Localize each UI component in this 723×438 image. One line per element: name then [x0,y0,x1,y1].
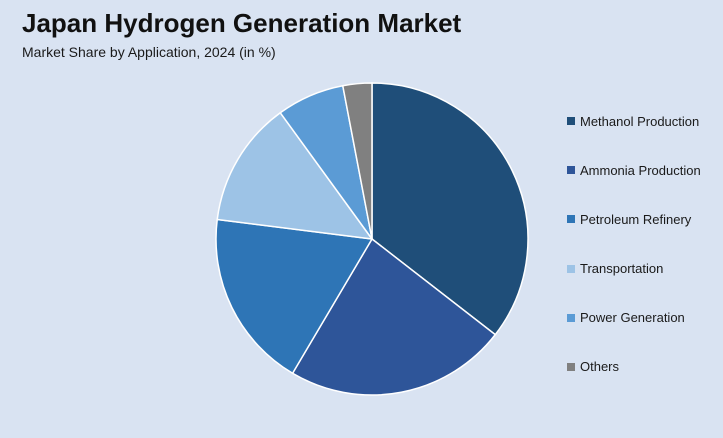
legend-swatch [567,264,575,273]
legend-label: Ammonia Production [580,162,701,178]
legend-item: Others [567,358,717,376]
legend-item: Petroleum Refinery [567,210,717,228]
pie-slice-petroleum-refinery [215,218,374,375]
legend-item: Transportation [567,260,717,278]
legend-label: Others [580,359,620,375]
chart-title: Japan Hydrogen Generation Market [22,8,462,38]
pie-slice-transportation [216,111,374,240]
legend-label: Transportation [580,261,664,277]
legend-swatch [567,313,575,322]
pie-slice-ammonia-production [291,237,497,396]
chart-subtitle: Market Share by Application, 2024 (in %) [22,44,276,60]
chart-legend: Methanol Production Ammonia Production Pet… [567,112,717,407]
legend-swatch [567,117,575,125]
pie-slice-others [341,82,373,240]
legend-item: Methanol Production [567,112,717,130]
legend-label: Power Generation [580,310,685,326]
legend-item: Ammonia Production [567,161,717,179]
legend-swatch [567,215,575,224]
legend-swatch [567,362,575,371]
pie-slice-methanol-production [371,82,529,336]
legend-swatch [567,166,575,175]
legend-item: Power Generation [567,309,717,327]
legend-label: Petroleum Refinery [580,211,692,227]
legend-label: Methanol Production [580,113,700,129]
